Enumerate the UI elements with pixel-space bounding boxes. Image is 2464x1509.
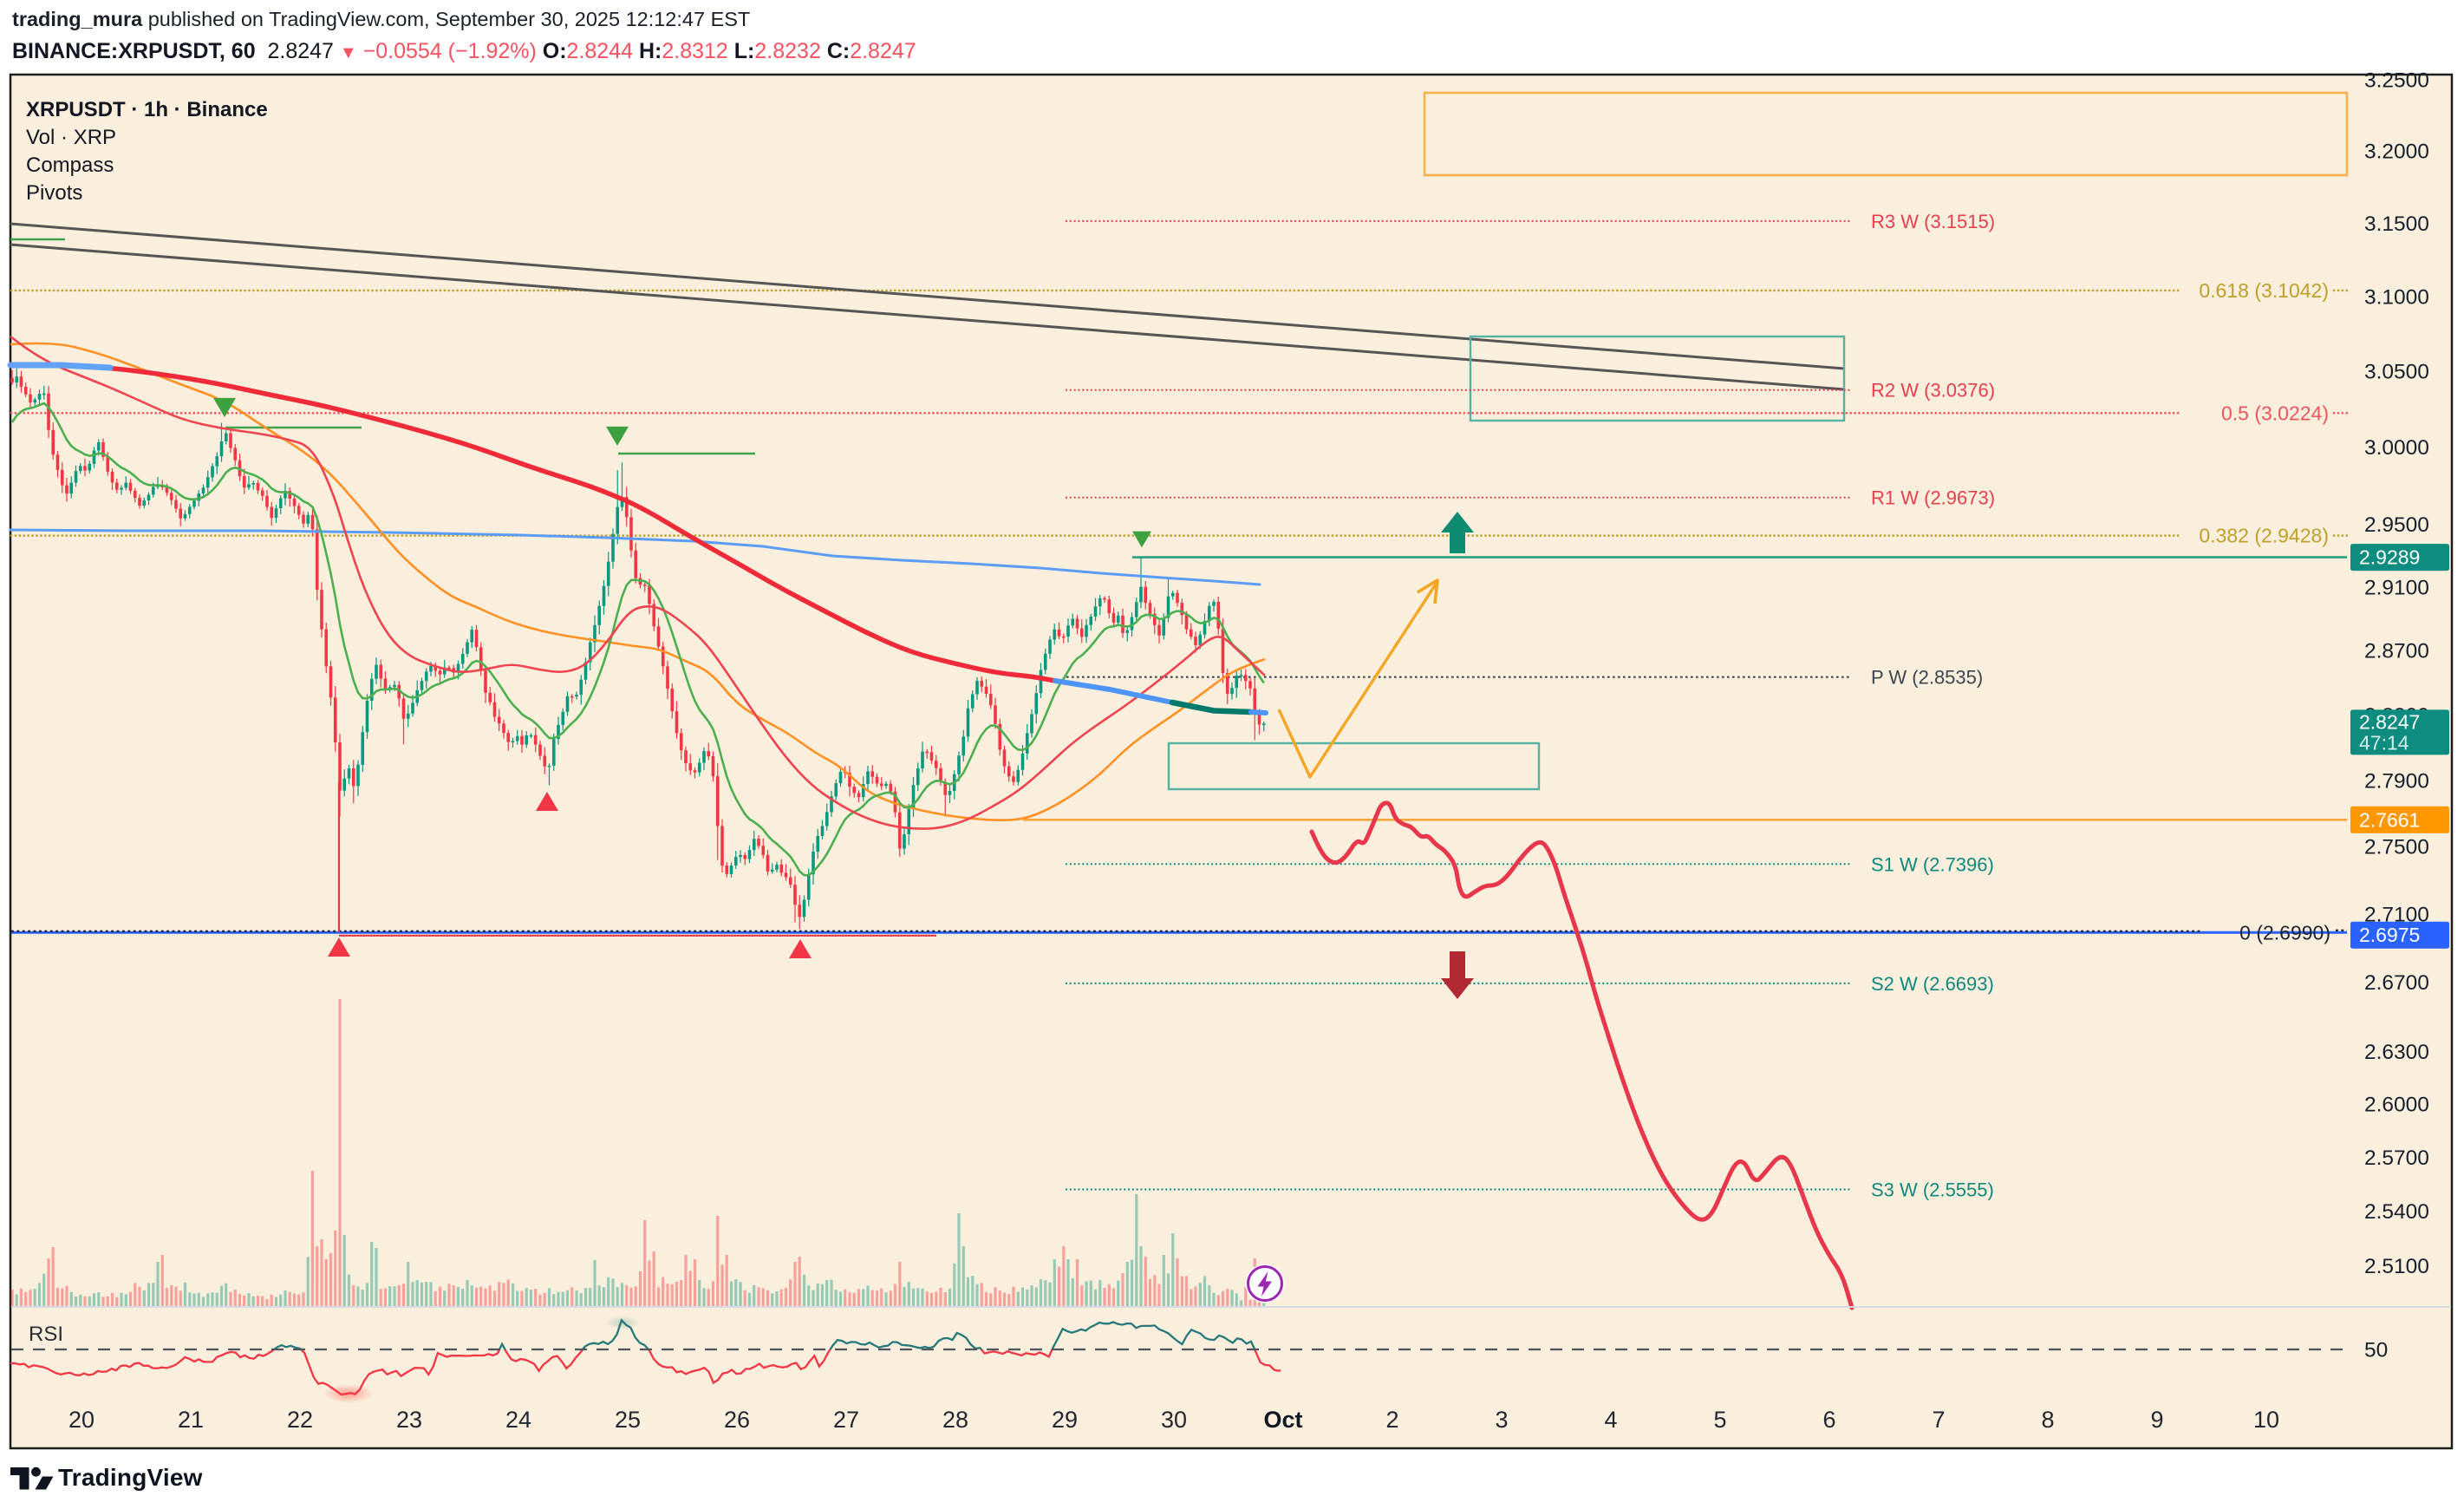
svg-text:50: 50 bbox=[2364, 1339, 2388, 1362]
svg-text:25: 25 bbox=[615, 1407, 641, 1433]
svg-text:0.382 (2.9428): 0.382 (2.9428) bbox=[2199, 525, 2329, 547]
svg-text:3.1000: 3.1000 bbox=[2364, 286, 2429, 310]
svg-text:5: 5 bbox=[1713, 1407, 1726, 1433]
svg-text:2.7900: 2.7900 bbox=[2364, 769, 2429, 793]
svg-text:6: 6 bbox=[1822, 1407, 1835, 1433]
svg-text:2.6975: 2.6975 bbox=[2359, 924, 2420, 946]
svg-text:22: 22 bbox=[287, 1407, 313, 1433]
svg-text:2.7661: 2.7661 bbox=[2359, 808, 2420, 831]
svg-text:R2 W (3.0376): R2 W (3.0376) bbox=[1871, 380, 1995, 402]
svg-text:2.9289: 2.9289 bbox=[2359, 546, 2420, 569]
svg-text:2.5700: 2.5700 bbox=[2364, 1146, 2429, 1170]
svg-text:2.9500: 2.9500 bbox=[2364, 513, 2429, 537]
svg-text:2.6300: 2.6300 bbox=[2364, 1041, 2429, 1064]
svg-text:10: 10 bbox=[2253, 1407, 2279, 1433]
svg-text:8: 8 bbox=[2041, 1407, 2054, 1433]
svg-text:2.9100: 2.9100 bbox=[2364, 576, 2429, 599]
svg-text:0 (2.6990): 0 (2.6990) bbox=[2239, 921, 2330, 944]
svg-text:2.6700: 2.6700 bbox=[2364, 971, 2429, 995]
svg-text:3: 3 bbox=[1495, 1407, 1508, 1433]
svg-text:2.5100: 2.5100 bbox=[2364, 1255, 2429, 1278]
svg-text:Oct: Oct bbox=[1263, 1407, 1302, 1433]
svg-text:28: 28 bbox=[942, 1407, 968, 1433]
svg-text:26: 26 bbox=[724, 1407, 750, 1433]
svg-text:21: 21 bbox=[178, 1407, 204, 1433]
svg-text:2: 2 bbox=[1385, 1407, 1398, 1433]
svg-text:S1 W (2.7396): S1 W (2.7396) bbox=[1871, 853, 1994, 875]
svg-text:Vol · XRP: Vol · XRP bbox=[26, 126, 116, 149]
svg-text:29: 29 bbox=[1052, 1407, 1078, 1433]
svg-text:2.8700: 2.8700 bbox=[2364, 640, 2429, 663]
svg-text:30: 30 bbox=[1161, 1407, 1187, 1433]
svg-text:3.0500: 3.0500 bbox=[2364, 361, 2429, 384]
svg-text:XRPUSDT · 1h · Binance: XRPUSDT · 1h · Binance bbox=[26, 98, 268, 121]
svg-text:Compass: Compass bbox=[26, 154, 114, 177]
svg-text:2.5400: 2.5400 bbox=[2364, 1200, 2429, 1224]
svg-text:7: 7 bbox=[1932, 1407, 1945, 1433]
svg-text:20: 20 bbox=[68, 1407, 95, 1433]
svg-text:0.5 (3.0224): 0.5 (3.0224) bbox=[2221, 402, 2329, 424]
svg-text:3.2000: 3.2000 bbox=[2364, 140, 2429, 164]
svg-text:27: 27 bbox=[833, 1407, 859, 1433]
svg-text:Pivots: Pivots bbox=[26, 181, 82, 205]
svg-text:3.0000: 3.0000 bbox=[2364, 436, 2429, 460]
svg-text:2.8247: 2.8247 bbox=[2359, 710, 2420, 733]
svg-text:R3 W (3.1515): R3 W (3.1515) bbox=[1871, 211, 1995, 232]
svg-text:24: 24 bbox=[505, 1407, 531, 1433]
svg-text:2.7500: 2.7500 bbox=[2364, 836, 2429, 859]
svg-text:3.1500: 3.1500 bbox=[2364, 212, 2429, 236]
svg-text:RSI: RSI bbox=[29, 1323, 63, 1346]
svg-text:S2 W (2.6693): S2 W (2.6693) bbox=[1871, 973, 1994, 995]
svg-text:2.6000: 2.6000 bbox=[2364, 1094, 2429, 1117]
svg-text:23: 23 bbox=[396, 1407, 422, 1433]
svg-text:R1 W (2.9673): R1 W (2.9673) bbox=[1871, 487, 1995, 509]
svg-text:9: 9 bbox=[2150, 1407, 2163, 1433]
svg-text:3.2500: 3.2500 bbox=[2364, 69, 2429, 93]
svg-text:47:14: 47:14 bbox=[2359, 731, 2409, 754]
svg-text:P W (2.8535): P W (2.8535) bbox=[1871, 667, 1983, 689]
svg-text:4: 4 bbox=[1604, 1407, 1617, 1433]
svg-text:0.618 (3.1042): 0.618 (3.1042) bbox=[2199, 279, 2329, 302]
svg-text:S3 W (2.5555): S3 W (2.5555) bbox=[1871, 1179, 1994, 1201]
